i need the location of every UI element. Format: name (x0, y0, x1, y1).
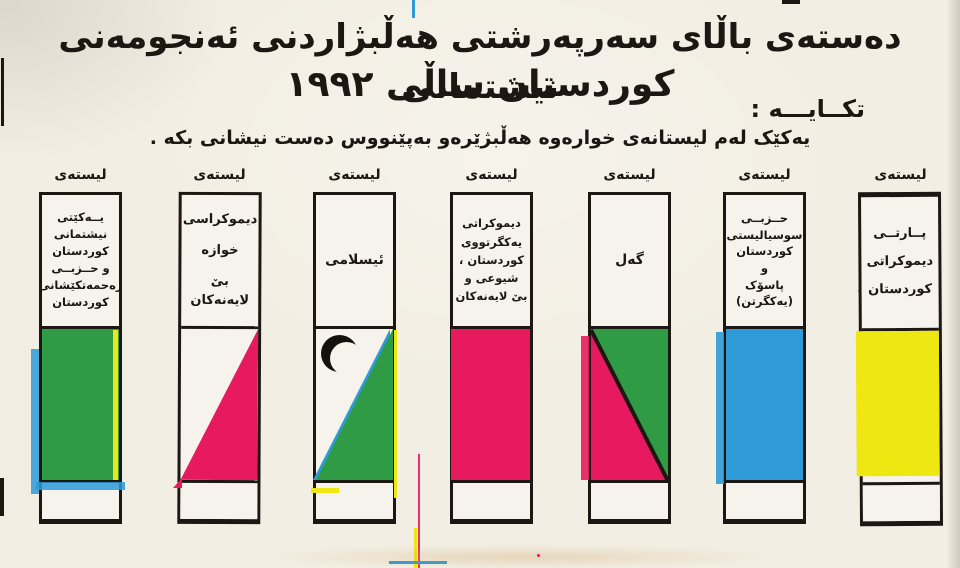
ballot-column-1[interactable]: لیستەی یــەکێتی نیشتمانی کوردستان و حــزبــ… (31, 164, 125, 524)
misprint-pink-spur (173, 478, 182, 488)
party-name: پــارتــی دیموکراتی کوردستان (861, 196, 939, 332)
scan-speckle (537, 554, 540, 557)
list-label: لیستەی (193, 167, 246, 183)
ballot-column-2[interactable]: لیستەی دیموکراسی خوازە بێ لایەنەکان (173, 164, 262, 525)
party-symbol-diagonal-flag (589, 329, 671, 484)
party-name: گەل (591, 195, 668, 329)
ballot-title-line-2: کوردستان ساڵی ١٩٩٢ (285, 64, 675, 105)
registration-mark-yellow-vertical (414, 528, 417, 568)
list-label: لیستەی (54, 167, 107, 183)
party-name: ئیسلامی (316, 195, 393, 329)
party-symbol-crescent-triangle (313, 329, 393, 483)
pink-flag-fill (451, 329, 530, 480)
misprint-yellow-bit-bottom (311, 488, 339, 493)
vote-mark-box[interactable] (453, 483, 530, 519)
party-symbol-blue-flag (726, 329, 803, 483)
ballot-column-6[interactable]: لیستەی حــزبــی سوسیالیستی کوردستان و پاسۆک(… (716, 164, 806, 524)
ballot-column-5[interactable]: لیستەی گەل (581, 164, 671, 524)
list-box: گەل (588, 192, 671, 524)
party-name: دیموکراتی یەکگرتووی کوردستان ، شیوعی و بێ لا… (453, 195, 530, 329)
party-name: حــزبــی سوسیالیستی کوردستان و پاسۆک (یەکگرتن… (726, 195, 803, 329)
list-box: یــەکێتی نیشتمانی کوردستان و حــزبــی زەحمەت… (38, 192, 123, 524)
ballot-column-4[interactable]: لیستەی دیموکراتی یەکگرتووی کوردستان ، شیوعی… (450, 164, 533, 524)
list-label: لیستەی (465, 167, 518, 183)
misprint-blue-sliver-left (716, 332, 724, 484)
party-name: دیموکراسی خوازە بێ لایەنەکان (181, 194, 259, 330)
party-symbol-yellow-flag (855, 330, 940, 486)
misprint-blue-strip-bottom (36, 482, 125, 490)
vote-mark-box[interactable] (591, 483, 668, 519)
scan-edge-line-left-upper (1, 58, 4, 126)
voting-instruction: یەکێک لەم لیستانەی خوارەوە هەڵبژێرەو بەپ… (149, 127, 811, 149)
list-label: لیستەی (603, 167, 656, 183)
blue-flag-fill (726, 329, 803, 480)
misprint-yellow-sliver (113, 330, 118, 480)
misprint-yellow-line-right (394, 330, 397, 498)
misprint-pink-sliver-left (581, 336, 589, 480)
list-box: حــزبــی سوسیالیستی کوردستان و پاسۆک (یەکگرتن… (723, 192, 806, 524)
paper-stain (270, 546, 770, 568)
scan-edge-line-left-lower (0, 478, 4, 516)
scan-edge-tick-top (782, 0, 800, 4)
list-label: لیستەی (738, 167, 791, 183)
registration-mark-blue-top (412, 0, 415, 18)
party-name: یــەکێتی نیشتمانی کوردستان و حــزبــی زەحمەت… (38, 195, 123, 329)
plea-label: تکــایـــە : (750, 95, 865, 123)
list-box: پــارتــی دیموکراتی کوردستان (855, 191, 944, 527)
registration-mark-pink-vertical (418, 454, 420, 568)
green-flag-fill (42, 329, 119, 480)
crescent-moon-icon (321, 335, 363, 375)
ballot-title-line-1: دەستەی باڵای سەرپەرشتی هەڵبژاردنی ئەنجوم… (58, 17, 902, 107)
party-symbol-pink-flag (451, 329, 530, 483)
list-label: لیستەی (328, 167, 381, 183)
list-box: ئیسلامی (313, 192, 396, 524)
pink-triangle (180, 329, 258, 480)
ballot-column-3[interactable]: لیستەی ئیسلامی (311, 164, 397, 524)
ballot-column-7[interactable]: لیستەی پــارتــی دیموکراتی کوردستان (855, 164, 944, 527)
registration-mark-blue-horizontal (389, 561, 447, 564)
vote-mark-box[interactable] (180, 482, 258, 520)
vote-mark-box[interactable] (726, 483, 803, 519)
misprint-blue-sliver-left (31, 349, 39, 494)
party-symbol-green-flag (42, 329, 119, 483)
list-box: دیموکراسی خوازە بێ لایەنەکان (177, 191, 262, 525)
paper-edge-shadow (946, 0, 960, 568)
yellow-flag-fill (855, 330, 940, 477)
vote-mark-box[interactable] (862, 484, 940, 522)
party-symbol-pink-triangle (180, 328, 259, 484)
list-label: لیستەی (874, 167, 927, 183)
list-box: دیموکراتی یەکگرتووی کوردستان ، شیوعی و بێ لا… (450, 192, 533, 524)
